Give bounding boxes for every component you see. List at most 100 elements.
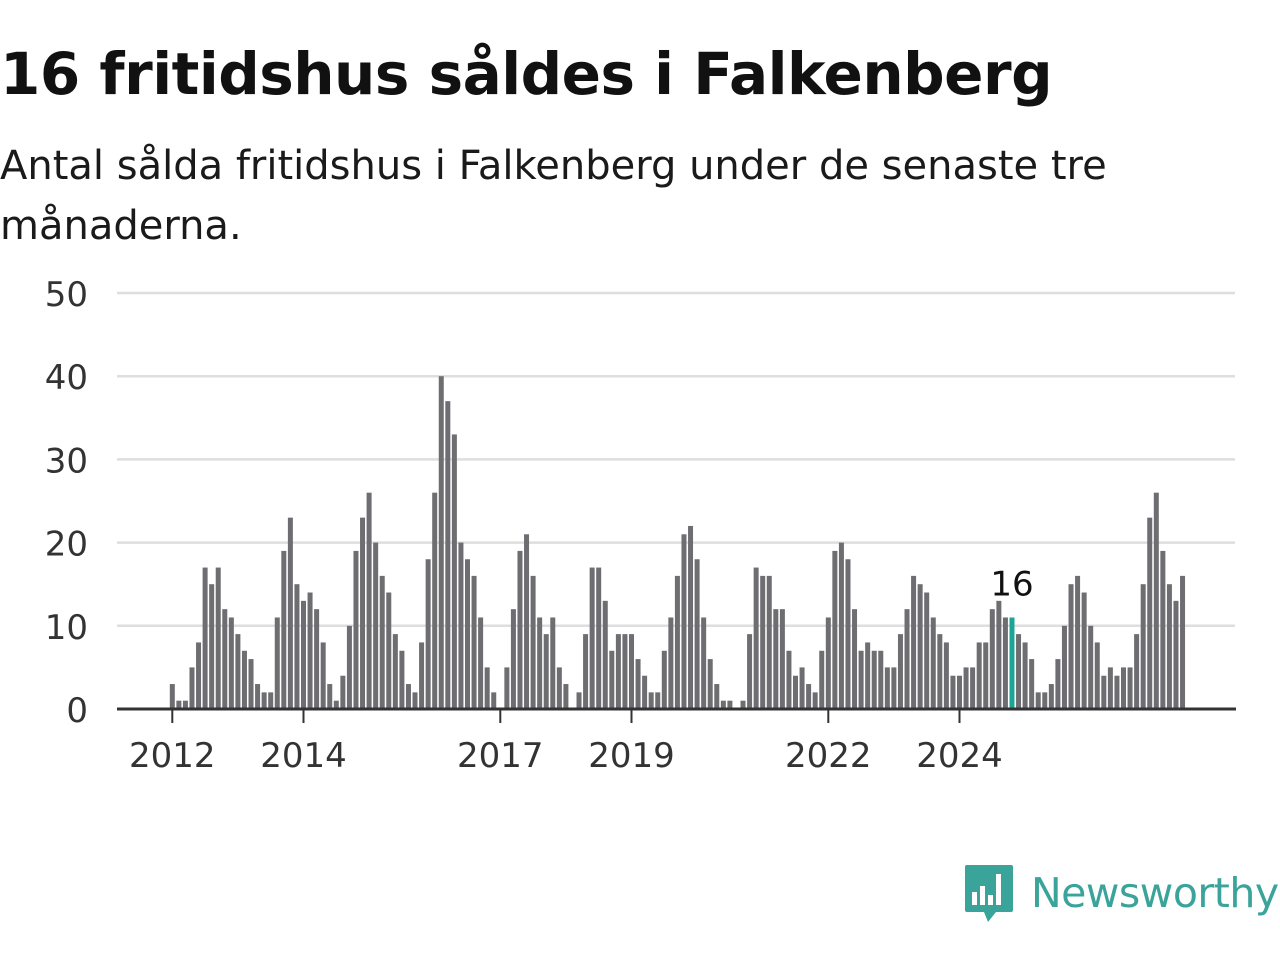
bar — [773, 609, 779, 709]
bar — [924, 592, 930, 709]
bar — [576, 692, 582, 709]
x-tick-label: 2017 — [457, 736, 544, 776]
bar — [215, 567, 221, 709]
bar — [963, 667, 969, 709]
bars — [169, 376, 1186, 709]
bar — [727, 700, 733, 709]
bar — [248, 659, 254, 709]
bar — [510, 609, 516, 709]
bar — [832, 550, 838, 709]
bar — [419, 642, 425, 709]
bar — [399, 650, 405, 709]
bar — [340, 675, 346, 709]
bar — [1042, 692, 1048, 709]
bar — [674, 575, 680, 709]
bar — [1121, 667, 1126, 709]
x-tick-label: 2014 — [260, 736, 347, 776]
bar — [550, 617, 556, 709]
bar — [537, 617, 543, 709]
bar — [1068, 584, 1074, 709]
bar — [1081, 592, 1087, 709]
newsworthy-bar-logo-icon — [965, 865, 1013, 922]
bar — [1061, 625, 1067, 709]
bar — [543, 634, 549, 709]
y-axis-labels: 0 10 20 30 40 50 — [45, 275, 88, 731]
bar — [327, 684, 333, 709]
highlight-value-label: 16 — [990, 564, 1033, 604]
bar — [766, 575, 772, 709]
bar — [176, 700, 182, 709]
bar — [602, 600, 608, 709]
bar — [858, 650, 864, 709]
bar — [609, 650, 615, 709]
bar — [917, 584, 923, 709]
bar — [281, 550, 287, 709]
bar — [871, 650, 877, 709]
bar-chart: 0 10 20 30 40 50 2012 2014 2017 2019 2022 2024 161… — [45, 275, 1236, 776]
bar — [471, 575, 477, 709]
bar — [353, 550, 359, 709]
bar — [904, 609, 910, 709]
bar — [1127, 667, 1133, 709]
bar — [196, 642, 202, 709]
bar — [1094, 642, 1100, 709]
highlight-label-halo: 16 — [990, 564, 1033, 604]
chart-title: 16 fritidshus såldes i Falkenberg — [0, 40, 1053, 108]
bar — [1035, 692, 1041, 709]
bar — [202, 567, 208, 709]
bar — [228, 617, 234, 709]
bar — [189, 667, 195, 709]
y-tick-label: 30 — [45, 441, 88, 481]
bar — [852, 609, 858, 709]
bar — [681, 534, 687, 709]
bar — [504, 667, 510, 709]
bar — [1055, 659, 1061, 709]
bar — [346, 625, 352, 709]
bar — [222, 609, 228, 709]
bar — [1173, 600, 1179, 709]
bar — [478, 617, 484, 709]
bar — [1134, 634, 1140, 709]
bar — [1107, 667, 1113, 709]
bar — [799, 667, 805, 709]
bar — [720, 700, 726, 709]
bar — [274, 617, 280, 709]
bar — [943, 642, 949, 709]
bar — [1002, 617, 1008, 709]
bar — [793, 675, 798, 709]
chart-subtitle: Antal sålda fritidshus i Falkenberg unde… — [0, 143, 1107, 249]
gridlines — [117, 291, 1235, 628]
bar — [432, 492, 438, 709]
y-tick-label: 50 — [45, 275, 88, 315]
bar — [825, 617, 831, 709]
bar — [911, 575, 917, 709]
bar — [556, 667, 562, 709]
bar — [1016, 634, 1022, 709]
bar — [884, 667, 890, 709]
bar — [897, 634, 903, 709]
x-axis-labels: 2012 2014 2017 2019 2022 2024 — [129, 709, 1003, 776]
bar — [819, 650, 825, 709]
newsworthy-logo[interactable]: Newsworthy — [963, 862, 1279, 924]
bar — [465, 559, 470, 709]
bar — [445, 401, 451, 709]
bar — [583, 634, 589, 709]
bar — [1166, 584, 1172, 709]
bar — [661, 650, 667, 709]
bar — [970, 667, 976, 709]
bar — [950, 675, 956, 709]
bar — [845, 559, 851, 709]
y-tick-label: 0 — [66, 691, 88, 731]
x-tick-label: 2019 — [588, 736, 675, 776]
bar — [707, 659, 713, 709]
bar — [360, 517, 366, 709]
bar — [635, 659, 641, 709]
bar — [878, 650, 884, 709]
bar — [989, 609, 995, 709]
bar — [366, 492, 372, 709]
y-tick-label: 40 — [45, 358, 88, 398]
y-tick-label: 10 — [45, 608, 88, 648]
bar — [261, 692, 267, 709]
bar — [287, 517, 293, 709]
